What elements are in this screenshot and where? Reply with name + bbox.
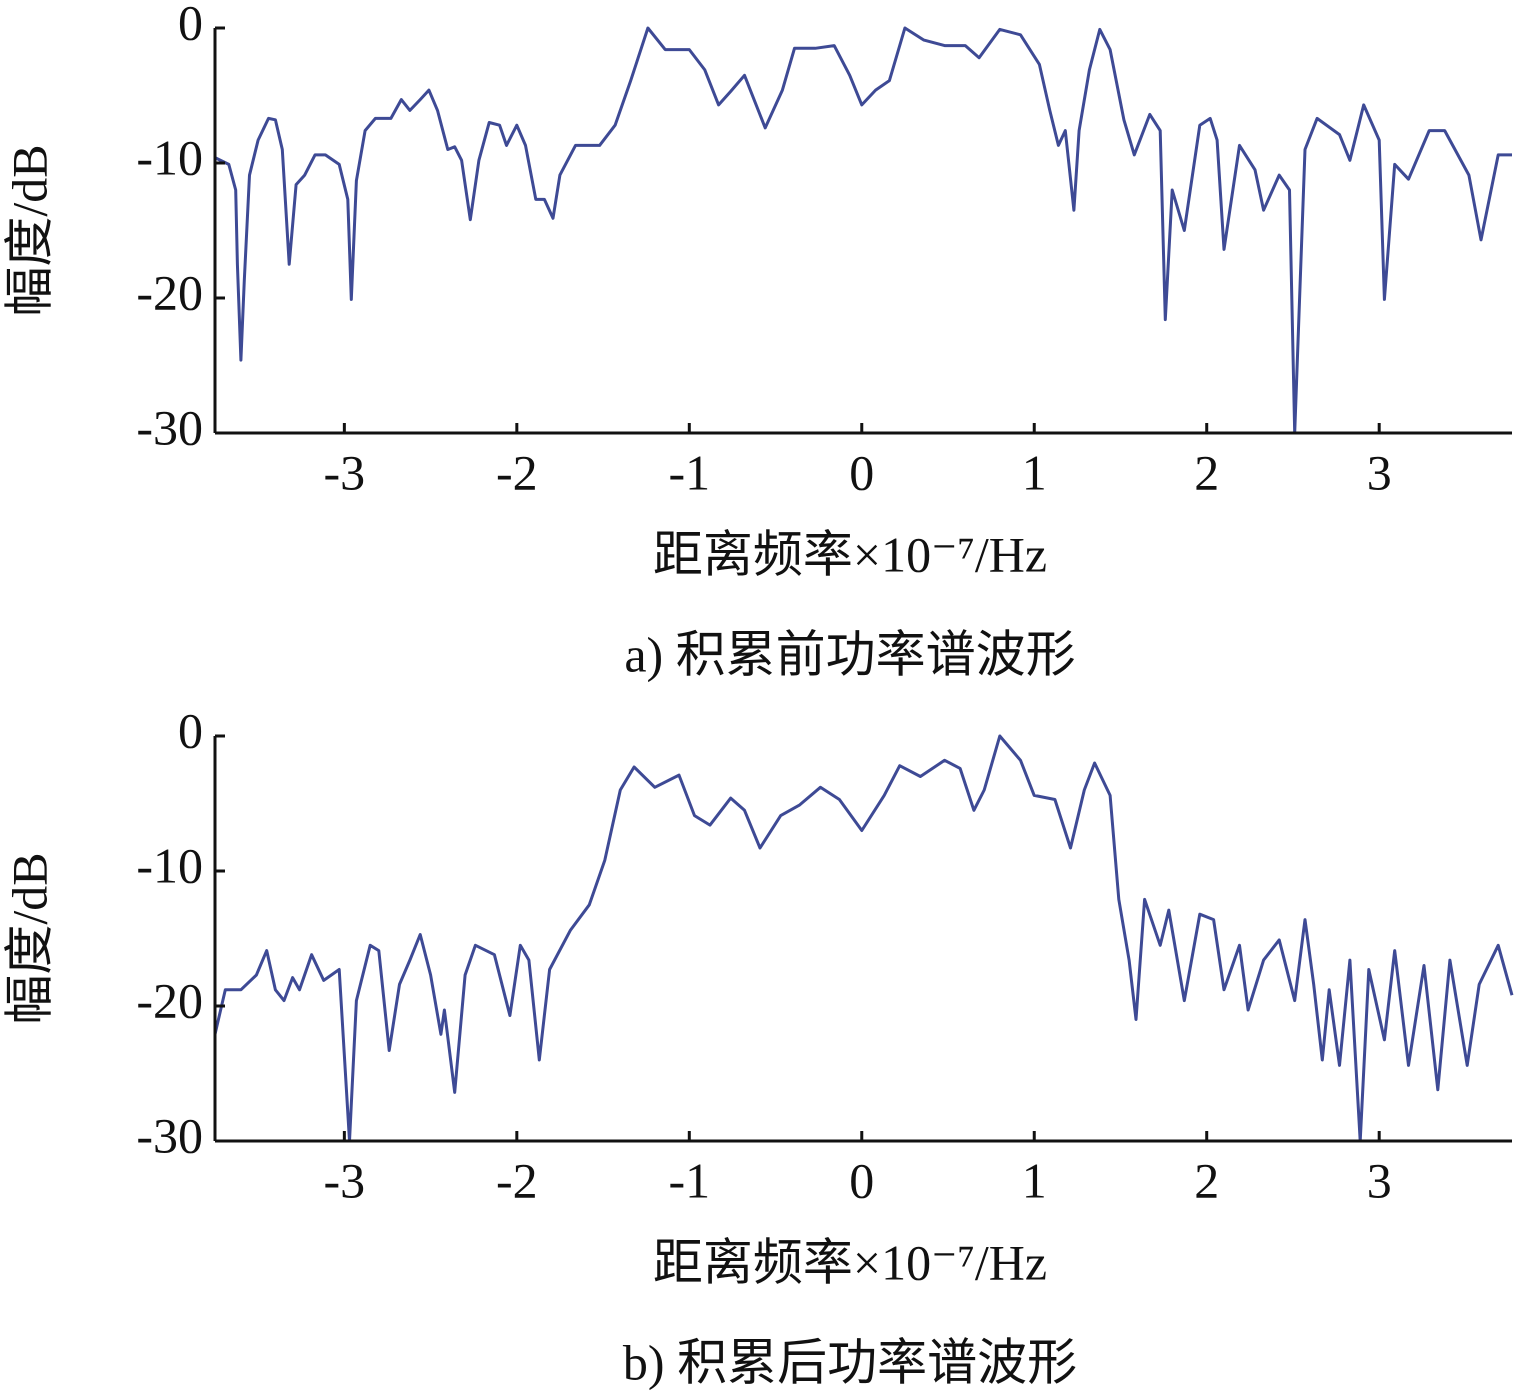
x-tick-label: 0 bbox=[849, 444, 874, 500]
chart-caption: a) 积累前功率谱波形 bbox=[624, 626, 1075, 682]
x-tick-label: -1 bbox=[668, 444, 710, 500]
x-tick-label: -2 bbox=[496, 444, 538, 500]
x-tick-label: 2 bbox=[1194, 444, 1219, 500]
y-axis-title: 幅度/dB bbox=[1, 852, 57, 1024]
data-line bbox=[214, 26, 1512, 435]
y-tick-label: -20 bbox=[136, 264, 203, 320]
x-axis-title: 距离频率×10⁻⁷/Hz bbox=[653, 526, 1047, 582]
x-tick-label: -3 bbox=[324, 444, 366, 500]
x-tick-label: -1 bbox=[668, 1152, 710, 1208]
y-tick-label: -10 bbox=[136, 837, 203, 893]
x-tick-label: 3 bbox=[1367, 1152, 1392, 1208]
data-line bbox=[213, 734, 1514, 1143]
y-tick-label: -30 bbox=[136, 399, 203, 455]
x-tick-label: -2 bbox=[496, 1152, 538, 1208]
y-tick-label: 0 bbox=[178, 0, 203, 50]
y-tick-label: -20 bbox=[136, 972, 203, 1028]
x-tick-label: 0 bbox=[849, 1152, 874, 1208]
y-tick-label: 0 bbox=[178, 702, 203, 758]
x-tick-label: 1 bbox=[1022, 444, 1047, 500]
y-tick-label: -10 bbox=[136, 129, 203, 185]
x-tick-label: 2 bbox=[1194, 1152, 1219, 1208]
y-axis-title: 幅度/dB bbox=[1, 144, 57, 316]
x-tick-label: 3 bbox=[1367, 444, 1392, 500]
x-tick-label: -3 bbox=[324, 1152, 366, 1208]
y-tick-label: -30 bbox=[136, 1107, 203, 1163]
chart-caption: b) 积累后功率谱波形 bbox=[623, 1334, 1077, 1390]
x-tick-label: 1 bbox=[1022, 1152, 1047, 1208]
x-axis-title: 距离频率×10⁻⁷/Hz bbox=[653, 1234, 1047, 1290]
